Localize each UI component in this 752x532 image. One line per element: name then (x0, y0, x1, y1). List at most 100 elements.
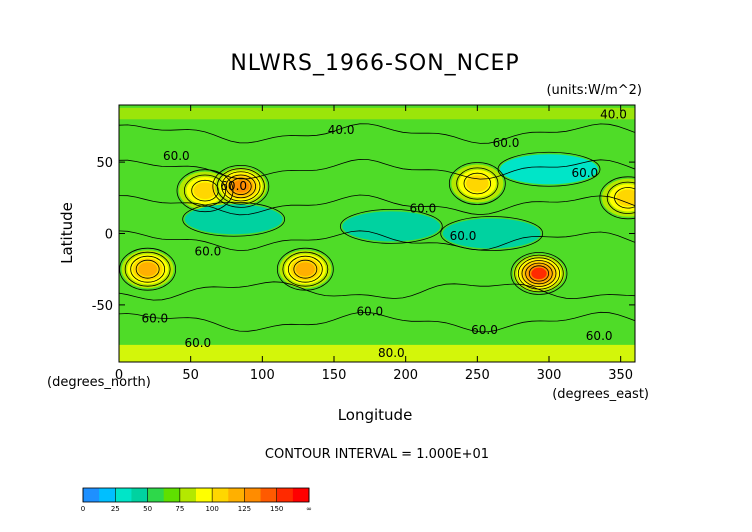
contour-line (176, 169, 234, 213)
contour-line (119, 123, 635, 144)
contour-line (212, 164, 270, 208)
tick-marks (118, 105, 635, 362)
y-unit-note: (degrees_north) (47, 375, 151, 390)
contour-label: 60.0 (163, 149, 190, 163)
colorbar-swatch (99, 488, 116, 502)
x-tick-label: 350 (608, 368, 633, 383)
colorbar-swatch (131, 488, 149, 502)
contour-layer (119, 123, 635, 333)
contour-label: 80.0 (378, 346, 405, 360)
contour-line (293, 259, 318, 279)
high-feature (279, 250, 332, 289)
contour-line (135, 259, 160, 279)
colorbar-tick-label: 150 (270, 505, 283, 513)
colorbar-tick-label: 0 (81, 505, 85, 513)
contour-line (191, 179, 219, 202)
high-feature (601, 178, 635, 217)
contour-line (599, 176, 635, 220)
colorbar-swatch (196, 488, 213, 502)
x-tick-label: 100 (250, 368, 275, 383)
feature-level (184, 204, 283, 235)
contour-label: 60.0 (571, 166, 598, 180)
feature-level (232, 180, 250, 193)
contour-line (216, 168, 265, 205)
feature-level (616, 189, 635, 207)
contour-line (119, 158, 635, 180)
contour-label: 60.0 (493, 136, 520, 150)
contour-line (528, 265, 550, 282)
x-tick-label: 250 (465, 368, 490, 383)
colorbar-tick-label: 100 (205, 505, 218, 513)
contour-line (119, 247, 177, 291)
contour-line (510, 252, 568, 295)
y-tick-label: 0 (105, 228, 113, 243)
contour-line (221, 171, 261, 202)
feature-level (342, 211, 441, 242)
colorbar-tick-label: 125 (238, 505, 251, 513)
feature-level (193, 182, 217, 200)
contour-line (225, 174, 257, 199)
contour-line (119, 281, 635, 301)
contour-label: 40.0 (328, 123, 355, 137)
contour-line (276, 247, 334, 291)
contour-interval-text: CONTOUR INTERVAL = 1.000E+01 (265, 447, 489, 462)
feature-level (295, 262, 315, 277)
colorbar-tick-label: 50 (143, 505, 152, 513)
colorbar-swatch (260, 488, 278, 502)
colorbar: 0 25 50 75 100 125 150 ∞ (81, 487, 312, 513)
contour-line (339, 208, 443, 244)
field-layer (119, 107, 635, 362)
contour-label: 60.0 (195, 245, 222, 259)
colorbar-swatch (212, 488, 229, 502)
colorbar-swatch (276, 488, 294, 502)
feature-level (500, 154, 598, 185)
y-tick-label: 50 (96, 156, 113, 171)
contour-line (514, 254, 564, 293)
contour-line (463, 172, 492, 195)
contour-line (183, 174, 227, 207)
feature-level (442, 218, 541, 249)
x-tick-label: 0 (115, 368, 123, 383)
contour-label: 60.0 (586, 329, 613, 343)
x-unit-note: (degrees_east) (552, 387, 649, 402)
contour-line (456, 167, 499, 200)
contour-line (525, 262, 553, 285)
x-tick-label: 150 (322, 368, 347, 383)
contour-line (497, 151, 601, 187)
contour-label: 60.0 (141, 312, 168, 326)
colorbar-swatch (179, 488, 197, 502)
colorbar-tick-label: 25 (111, 505, 120, 513)
y-axis-label: Latitude (58, 202, 76, 264)
contour-line (282, 251, 329, 287)
colorbar-swatch (244, 488, 262, 502)
y-tick-labels: 50 0 -50 (92, 156, 113, 314)
contour-label: 60.0 (220, 179, 247, 193)
x-tick-label: 200 (393, 368, 418, 383)
low-feature (184, 204, 283, 235)
y-tick-label: -50 (92, 299, 113, 314)
high-feature (121, 250, 174, 289)
contour-line (119, 194, 635, 216)
polar-band (119, 344, 635, 362)
contour-line (448, 162, 506, 205)
feature-level (466, 175, 489, 192)
colorbar-tick-label: 75 (175, 505, 184, 513)
feature-level (138, 262, 158, 277)
low-feature (500, 154, 598, 185)
x-tick-label: 50 (182, 368, 199, 383)
contour-label: 60.0 (356, 305, 383, 319)
low-feature (442, 218, 541, 249)
chart-title: NLWRS_1966-SON_NCEP (230, 51, 519, 76)
contour-line (119, 230, 635, 252)
x-tick-labels: 0 50 100 150 200 250 300 350 (115, 368, 633, 383)
contour-label: 60.0 (471, 323, 498, 337)
colorbar-tick-label: ∞ (306, 505, 312, 513)
low-feature (342, 211, 441, 242)
x-tick-label: 300 (537, 368, 562, 383)
contour-line (230, 177, 252, 195)
plot-area: 40.0 40.0 60.0 60.0 60.0 60.0 60.0 60.0 60.0 60.0… (118, 104, 636, 363)
contour-line (119, 311, 635, 333)
x-axis-label: Longitude (338, 406, 413, 424)
contour-label: 60.0 (450, 229, 477, 243)
contour-line (124, 251, 171, 287)
